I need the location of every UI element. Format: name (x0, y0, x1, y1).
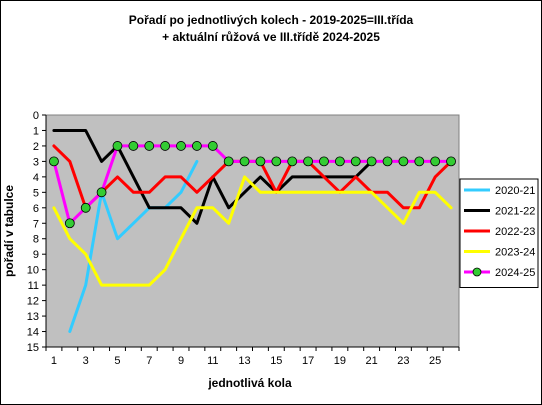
data-point-2024-25 (287, 156, 298, 167)
data-point-2024-25 (446, 156, 456, 167)
y-tick-label: 8 (33, 234, 39, 246)
chart-title-line-2: + aktuální růžová ve III.třídě 2024-2025 (162, 30, 380, 44)
x-tick-label: 11 (207, 355, 218, 367)
legend-label-2020-21: 2020-21 (495, 185, 535, 197)
data-point-2024-25 (223, 156, 234, 167)
legend-label-2022-23: 2022-23 (495, 226, 535, 238)
series-line-2023-24 (52, 175, 453, 287)
x-tick-label: 23 (397, 355, 409, 367)
plot-area (45, 114, 460, 348)
data-point-2024-25 (192, 141, 202, 151)
data-point-2024-25 (255, 156, 266, 167)
data-point-2024-25 (334, 156, 345, 167)
x-axis-label: jednotlivá kola (207, 376, 292, 390)
data-point-2024-25 (207, 141, 218, 151)
legend-box (459, 178, 539, 288)
y-tick-label: 7 (33, 218, 39, 230)
series-line-2020-21 (68, 159, 199, 333)
data-point-2024-25 (96, 187, 107, 198)
data-point-2024-25 (350, 156, 361, 167)
x-tick-label: 7 (146, 355, 152, 367)
y-tick-label: 4 (33, 172, 39, 184)
y-tick-label: 0 (33, 110, 39, 122)
x-tick-label: 5 (114, 355, 120, 367)
y-tick-label: 12 (27, 296, 39, 308)
legend-label-2021-22: 2021-22 (495, 206, 535, 218)
y-tick-label: 5 (33, 187, 39, 199)
x-tick-label: 3 (83, 355, 89, 367)
data-point-2024-25 (366, 156, 377, 167)
chart-title-line-1: Pořadí po jednotlivých kolech - 2019-202… (129, 13, 414, 27)
data-point-2024-25 (239, 156, 250, 167)
x-tick-label: 21 (366, 355, 378, 367)
data-point-2024-25 (303, 156, 313, 167)
y-tick-label: 3 (33, 156, 39, 168)
data-point-2024-25 (382, 156, 393, 167)
x-tick-label: 19 (334, 355, 346, 367)
x-tick-label: 17 (302, 355, 314, 367)
data-point-2024-25 (414, 156, 425, 167)
y-tick-label: 14 (27, 327, 39, 339)
legend-label-2024-25: 2024-25 (495, 267, 535, 279)
data-point-2024-25 (80, 202, 91, 213)
data-point-2024-25 (49, 156, 59, 167)
y-tick-label: 15 (27, 342, 39, 354)
data-point-2024-25 (112, 141, 123, 151)
data-point-2024-25 (319, 156, 329, 167)
y-tick-label: 9 (33, 249, 39, 261)
data-point-2024-25 (144, 141, 155, 151)
x-tick-label: 1 (51, 355, 57, 367)
data-point-2024-25 (271, 156, 282, 167)
legend-marker-2024-25 (472, 267, 482, 277)
data-point-2024-25 (176, 141, 186, 151)
x-tick-label: 25 (429, 355, 441, 367)
y-tick-label: 2 (33, 141, 39, 153)
data-point-2024-25 (430, 156, 441, 167)
data-point-2024-25 (64, 218, 75, 229)
data-point-2024-25 (398, 156, 409, 167)
legend-label-2023-24: 2023-24 (495, 247, 535, 259)
x-tick-label: 9 (178, 355, 184, 367)
y-tick-label: 10 (27, 265, 39, 277)
y-tick-label: 11 (28, 280, 39, 292)
x-tick-label: 13 (238, 355, 250, 367)
data-point-2024-25 (128, 141, 139, 151)
x-tick-label: 15 (270, 355, 282, 367)
data-point-2024-25 (160, 141, 171, 151)
y-axis-label: pořadí v tabulce (2, 185, 16, 277)
y-tick-label: 1 (33, 125, 39, 137)
y-tick-label: 13 (27, 311, 39, 323)
y-tick-label: 6 (33, 203, 39, 215)
